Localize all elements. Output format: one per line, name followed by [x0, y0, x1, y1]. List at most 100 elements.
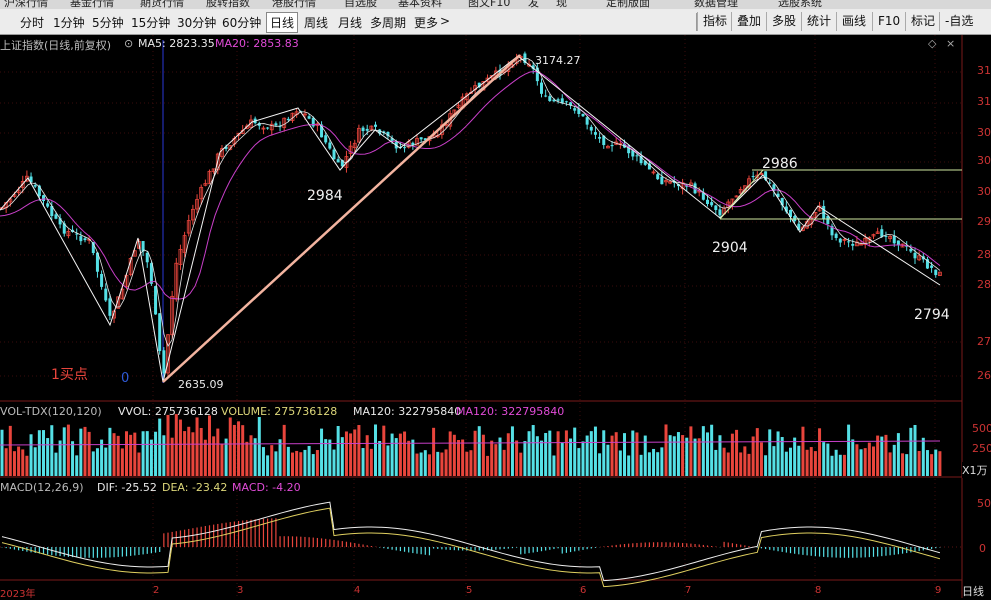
candle-down — [403, 147, 407, 149]
close-icon[interactable]: × — [946, 37, 956, 50]
volume-bar — [369, 448, 373, 476]
volume-bar — [274, 451, 278, 476]
period-indicator: 日线 — [962, 585, 984, 598]
multi-stock-button[interactable]: 多股 — [766, 12, 801, 31]
volume-bar — [261, 447, 265, 476]
menu-item[interactable]: 沪深行情 — [4, 0, 48, 9]
volume-bar — [71, 441, 75, 476]
volume-bar — [755, 428, 759, 476]
volume-bar — [739, 452, 743, 476]
tab-more[interactable]: 更多 — [414, 16, 439, 30]
candle-down — [610, 145, 614, 147]
candle-up — [456, 104, 461, 108]
candle-down — [104, 288, 108, 301]
candle-up — [888, 235, 892, 240]
volume-bars — [0, 414, 942, 476]
volume-bar — [540, 440, 543, 476]
tab-60min[interactable]: 60分钟 — [222, 16, 262, 30]
candle-down — [581, 113, 585, 117]
menu-item[interactable]: 发 — [528, 0, 539, 9]
volume-bar — [880, 436, 884, 476]
volume-bar — [29, 434, 33, 476]
volume-bar — [100, 439, 104, 476]
zigzag-line — [0, 55, 941, 383]
volume-bar — [876, 435, 880, 476]
collapse-icon[interactable]: ⊙ — [124, 37, 134, 50]
volume-bar — [710, 424, 714, 476]
tab-30min[interactable]: 30分钟 — [177, 16, 217, 30]
settings-diamond-icon[interactable]: ◇ — [928, 37, 937, 50]
kline-chart[interactable] — [0, 35, 991, 598]
candle-up — [734, 195, 739, 198]
tab-1min[interactable]: 1分钟 — [53, 16, 85, 30]
volume-bar — [602, 430, 606, 476]
volume-bar — [125, 431, 128, 476]
statistics-button[interactable]: 统计 — [801, 12, 836, 31]
volume-bar — [282, 424, 286, 476]
tab-weekly[interactable]: 周线 — [304, 16, 329, 30]
axis-tick: 30 — [977, 154, 991, 167]
tab-fenshi[interactable]: 分时 — [20, 16, 45, 30]
candle-down — [589, 126, 593, 131]
volume-bar — [635, 432, 639, 476]
volume-bar — [793, 437, 797, 476]
volume-bar — [606, 444, 610, 476]
volume-bar — [12, 451, 16, 476]
overlay-button[interactable]: 叠加 — [731, 12, 766, 31]
menu-item[interactable]: 现 — [556, 0, 567, 9]
menu-item[interactable]: 自选股 — [344, 0, 377, 9]
candle-down — [307, 116, 311, 119]
candle-down — [847, 241, 851, 243]
volume-bar — [581, 441, 585, 476]
candle-down — [656, 174, 660, 180]
candle-up — [369, 125, 374, 130]
volume-bar — [664, 424, 668, 476]
date-tick: 7 — [685, 585, 692, 596]
menu-item[interactable]: 基本资料 — [398, 0, 442, 9]
f10-button[interactable]: F10 — [872, 12, 905, 31]
tab-5min[interactable]: 5分钟 — [92, 16, 124, 30]
tab-monthly[interactable]: 月线 — [338, 16, 363, 30]
candle-down — [535, 67, 539, 82]
volume-bar — [178, 419, 182, 476]
volume-bar — [789, 447, 792, 476]
volume-bar — [747, 453, 751, 476]
volume-bar — [888, 452, 892, 476]
candle-down — [593, 132, 597, 135]
menu-item[interactable]: 数据管理 — [694, 0, 738, 9]
vol-unit: X1万 — [962, 462, 988, 478]
tab-15min[interactable]: 15分钟 — [131, 16, 171, 30]
volume-bar — [519, 452, 523, 476]
menu-item[interactable]: 定制版面 — [606, 0, 650, 9]
candle-down — [930, 265, 934, 268]
draw-line-button[interactable]: 画线 — [836, 12, 871, 31]
candle-down — [100, 273, 104, 287]
volume-bar — [166, 414, 170, 476]
volume-bar — [631, 430, 635, 476]
volume-bar — [535, 436, 539, 476]
volume-bar — [108, 427, 112, 476]
candle-down — [411, 142, 415, 146]
menu-item[interactable]: 基金行情 — [70, 0, 114, 9]
volume-bar — [859, 449, 863, 476]
tab-multi-period[interactable]: 多周期 — [370, 16, 407, 30]
candle-down — [361, 127, 365, 132]
candle-up — [303, 113, 307, 116]
date-tick: 2023年 — [0, 589, 36, 600]
indicator-button[interactable]: 指标 — [697, 12, 732, 31]
watchlist-button[interactable]: -自选 — [939, 12, 978, 31]
volume-bar — [170, 437, 174, 476]
menu-item[interactable]: 港股行情 — [272, 0, 316, 9]
volume-bar — [162, 435, 166, 476]
volume-label: VOLUME: 275736128 — [221, 405, 338, 418]
volume-bar — [909, 427, 913, 476]
mark-button[interactable]: 标记 — [905, 12, 940, 31]
menu-item[interactable]: 选股系统 — [778, 0, 822, 9]
tab-daily[interactable]: 日线 — [266, 12, 299, 33]
menu-item[interactable]: 股转指数 — [206, 0, 250, 9]
menu-item[interactable]: 期货行情 — [140, 0, 184, 9]
menu-item[interactable]: 图文F10 — [468, 0, 511, 9]
volume-bar — [706, 432, 709, 476]
chevron-right-icon[interactable]: > — [440, 14, 451, 28]
volume-bar — [842, 454, 846, 476]
